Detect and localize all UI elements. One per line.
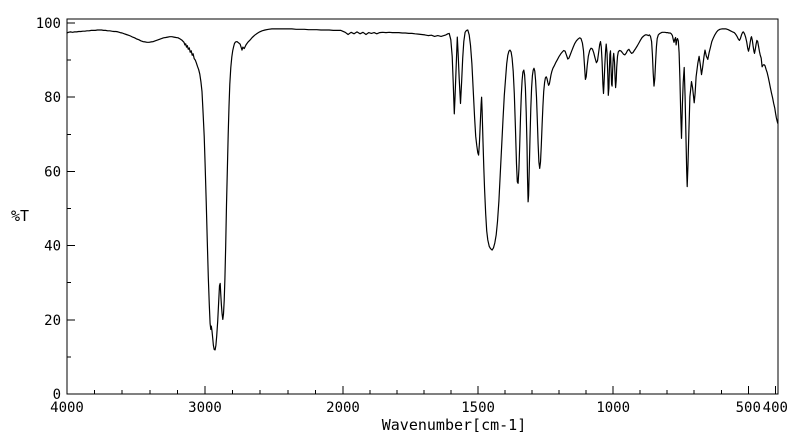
plot-frame	[66, 18, 779, 395]
y-tick-label: 0	[53, 387, 61, 403]
x-tick-label: 2000	[326, 400, 360, 416]
x-tick-label: 500	[736, 400, 761, 416]
y-axis-title: %T	[11, 207, 30, 225]
y-tick-label: 80	[44, 90, 61, 106]
x-tick-label: 1500	[461, 400, 495, 416]
x-tick-label: 4000	[50, 400, 84, 416]
x-tick-label: 1000	[596, 400, 630, 416]
y-tick-label: 60	[44, 164, 61, 180]
y-tick-label: 20	[44, 313, 61, 329]
y-tick-label: 40	[44, 239, 61, 255]
x-tick-label: 3000	[188, 400, 222, 416]
x-axis-title: Wavenumber[cm-1]	[381, 416, 527, 434]
x-tick-label: 400	[763, 400, 788, 416]
spectrum-line	[66, 28, 779, 351]
y-tick-label: 100	[36, 16, 61, 32]
